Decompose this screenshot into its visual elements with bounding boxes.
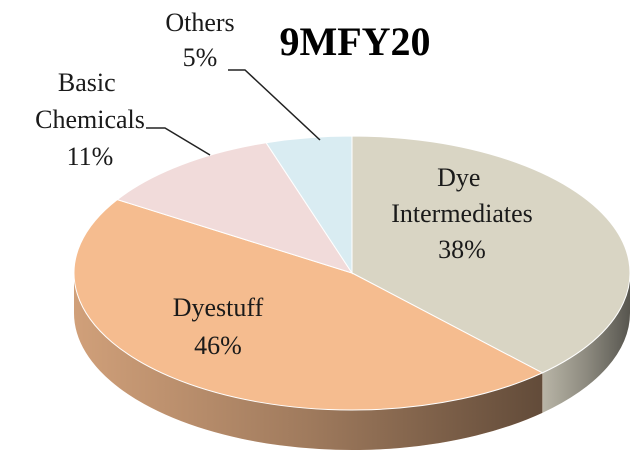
slice-label: Others xyxy=(165,8,234,37)
labels: Dye Intermediates 38% Dyestuff 46% Basic Che… xyxy=(35,8,533,360)
pie-tops xyxy=(73,135,631,411)
chart-title: 9MFY20 xyxy=(279,19,430,64)
value-label: 11% xyxy=(67,142,114,171)
pie-slice xyxy=(351,135,631,374)
value-label: 5% xyxy=(183,43,218,72)
slice-label: Dye Intermediates xyxy=(391,163,533,228)
value-label: 46% xyxy=(194,331,242,360)
leader-line xyxy=(146,127,211,156)
pie-sides xyxy=(74,273,630,450)
pie-slice xyxy=(265,135,353,275)
pie-slice xyxy=(116,142,354,274)
pie-slice xyxy=(73,199,544,411)
slice-label: Dyestuff xyxy=(173,293,264,322)
side-shade xyxy=(542,273,630,413)
value-label: 38% xyxy=(438,235,486,264)
leader-line xyxy=(228,69,321,141)
slice-label: Basic Chemicals xyxy=(35,68,145,134)
side-shade xyxy=(74,273,543,450)
